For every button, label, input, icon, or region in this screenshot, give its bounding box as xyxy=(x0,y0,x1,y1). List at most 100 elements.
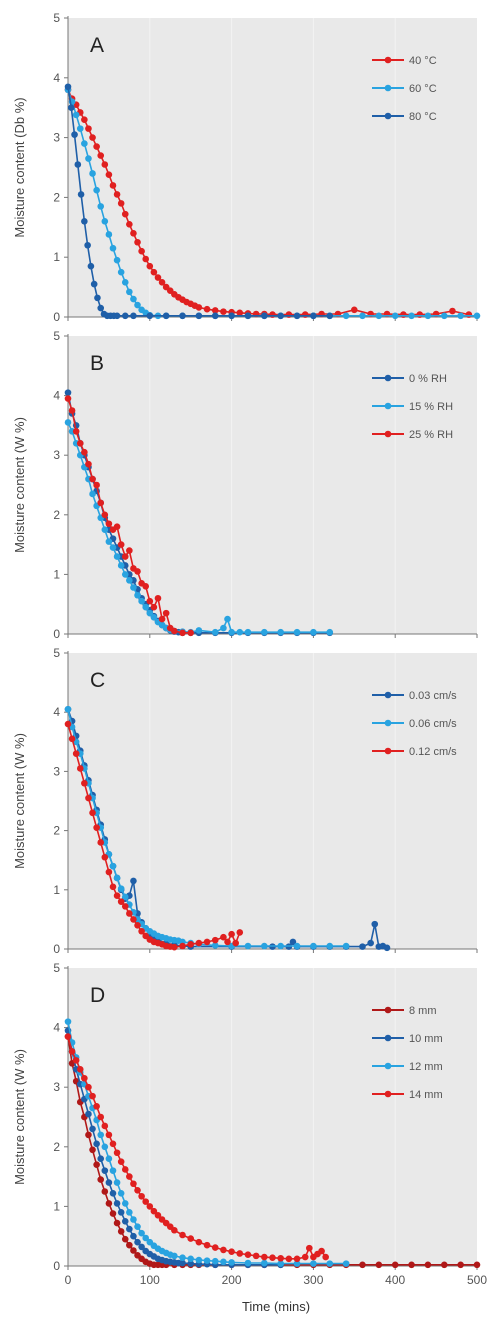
data-point xyxy=(244,312,252,320)
data-point xyxy=(97,839,105,846)
data-point xyxy=(424,1261,432,1269)
data-point xyxy=(93,1161,100,1168)
data-point xyxy=(310,628,317,636)
legend-swatch-marker xyxy=(384,84,392,92)
data-point xyxy=(289,938,297,946)
data-point xyxy=(326,1260,334,1267)
data-point xyxy=(97,152,105,159)
data-point xyxy=(113,312,121,320)
data-point xyxy=(109,862,117,870)
data-point xyxy=(220,624,227,632)
data-point xyxy=(113,256,121,264)
data-point xyxy=(367,939,374,947)
data-point xyxy=(117,1189,125,1197)
data-point xyxy=(81,779,88,787)
data-point xyxy=(89,1146,96,1154)
data-point xyxy=(101,1143,109,1151)
data-point xyxy=(113,1200,121,1207)
data-point xyxy=(244,1259,252,1267)
data-point xyxy=(134,1187,141,1194)
data-point xyxy=(109,244,117,252)
panel-d: 0 1 2 3 4 5 0 100 200 300 400 500 Moisture content (… xyxy=(12,961,487,1287)
data-point xyxy=(113,1179,121,1186)
data-point xyxy=(130,916,137,923)
series-14-mm xyxy=(64,1033,329,1263)
legend: 40 °C 60 °C 80 °C xyxy=(372,55,437,123)
data-point xyxy=(105,538,113,545)
data-point xyxy=(228,628,235,636)
data-point xyxy=(134,238,141,246)
data-point xyxy=(195,304,203,311)
data-point xyxy=(277,628,284,636)
data-point xyxy=(154,274,162,281)
data-point xyxy=(121,1200,129,1207)
data-point xyxy=(130,877,137,885)
data-point xyxy=(109,1167,117,1174)
data-point xyxy=(68,1048,76,1055)
data-point xyxy=(277,1254,284,1262)
data-point xyxy=(109,182,117,189)
data-point xyxy=(179,629,186,637)
data-point xyxy=(71,131,78,138)
data-point xyxy=(269,311,276,318)
data-point xyxy=(97,499,105,507)
data-point xyxy=(85,1131,92,1139)
data-point xyxy=(228,312,235,320)
legend-swatch-marker xyxy=(384,1006,392,1014)
x-tick-label: 300 xyxy=(303,1273,323,1287)
data-point xyxy=(326,628,334,636)
data-point xyxy=(326,312,334,320)
data-point xyxy=(64,395,72,402)
data-point xyxy=(220,1258,227,1266)
legend-label: 14 mm xyxy=(409,1089,443,1101)
plot-area xyxy=(68,18,477,317)
data-point xyxy=(85,1083,92,1091)
data-point xyxy=(76,439,84,447)
data-point xyxy=(81,140,88,147)
data-point xyxy=(76,125,84,132)
data-point xyxy=(301,311,309,318)
data-point xyxy=(77,191,85,198)
data-point xyxy=(97,1155,105,1163)
y-tick-label: 0 xyxy=(53,627,60,641)
y-tick-label: 4 xyxy=(53,705,60,719)
legend-label: 12 mm xyxy=(409,1061,443,1073)
data-point xyxy=(89,134,96,141)
data-point xyxy=(224,938,231,946)
data-point xyxy=(277,312,284,320)
legend-item: 14 mm xyxy=(372,1089,443,1101)
y-tick-label: 0 xyxy=(53,310,60,324)
data-point xyxy=(81,448,88,456)
data-point xyxy=(150,603,158,611)
legend-item: 25 % RH xyxy=(372,429,453,441)
data-point xyxy=(105,1155,113,1163)
data-point xyxy=(67,104,75,111)
data-point xyxy=(121,279,129,286)
data-point xyxy=(105,520,113,528)
data-point xyxy=(261,1259,268,1267)
data-point xyxy=(162,609,170,617)
data-point xyxy=(126,1173,133,1180)
data-point xyxy=(171,943,178,951)
data-point xyxy=(97,1131,105,1139)
legend-label: 40 °C xyxy=(409,55,437,67)
data-point xyxy=(72,1057,80,1064)
data-point xyxy=(211,1244,219,1251)
data-point xyxy=(150,268,158,276)
data-point xyxy=(154,1212,162,1219)
y-axis-title: Moisture content (W %) xyxy=(12,733,27,869)
data-point xyxy=(244,628,252,636)
x-tick-label: 200 xyxy=(222,1273,242,1287)
panel-a: 0 1 2 3 4 5 Moisture content (Db %) A 40 °C 60 °C… xyxy=(12,11,481,324)
data-point xyxy=(277,942,284,950)
y-tick-label: 3 xyxy=(53,131,60,145)
data-point xyxy=(351,306,358,314)
data-point xyxy=(89,475,96,483)
y-tick-label: 3 xyxy=(53,1080,60,1094)
data-point xyxy=(130,295,137,303)
legend: 8 mm 10 mm 12 mm 14 mm xyxy=(372,1005,443,1101)
data-point xyxy=(130,1247,137,1254)
data-point xyxy=(117,885,125,892)
data-point xyxy=(121,903,129,910)
data-point xyxy=(306,1244,313,1252)
